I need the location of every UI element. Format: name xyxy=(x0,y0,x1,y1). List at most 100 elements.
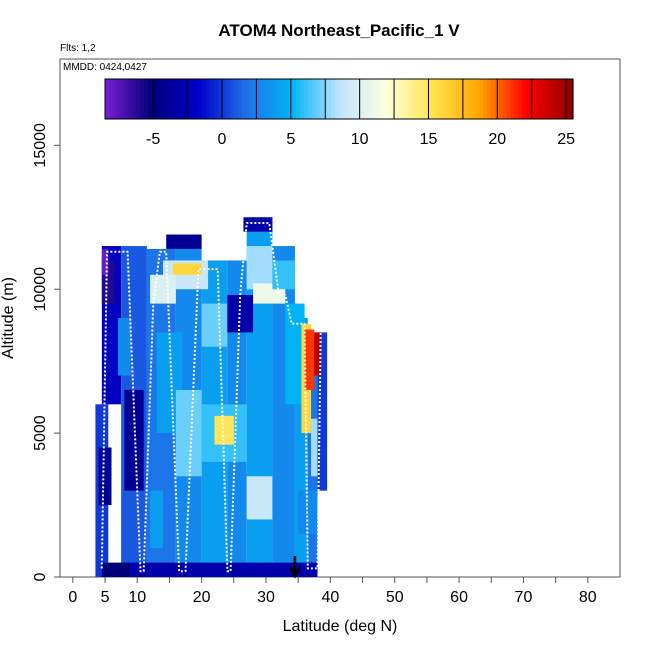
heatmap-cell xyxy=(201,303,228,347)
heatmap-cell xyxy=(304,329,315,390)
colorbar-segment xyxy=(186,79,192,119)
colorbar-segment xyxy=(198,79,204,119)
colorbar-segment xyxy=(436,79,441,119)
colorbar-segment xyxy=(417,79,422,119)
x-tick-label: 40 xyxy=(321,589,339,606)
x-axis-label: Latitude (deg N) xyxy=(283,618,398,635)
colorbar-segment xyxy=(541,79,547,119)
colorbar-segment xyxy=(124,79,129,119)
colorbar-segment xyxy=(190,79,196,119)
colorbar-segment xyxy=(222,79,227,119)
colorbar-segment xyxy=(405,79,410,119)
colorbar-segment xyxy=(257,79,262,119)
colorbar-segment xyxy=(249,79,254,119)
colorbar-border xyxy=(104,78,574,120)
heatmap-cell xyxy=(117,318,131,376)
x-tick-label: 10 xyxy=(128,589,146,606)
colorbar-segment xyxy=(463,79,469,119)
colorbar-segment xyxy=(175,79,180,119)
colorbar-segment xyxy=(471,79,477,119)
colorbar-segment xyxy=(179,79,184,119)
heatmap-cell xyxy=(246,246,273,290)
colorbar-segment xyxy=(366,79,371,119)
colorbar-segment xyxy=(245,79,250,119)
colorbar-segment xyxy=(467,79,473,119)
colorbar-segment xyxy=(530,79,535,119)
colorbar-segment xyxy=(183,79,188,119)
colorbar-segment xyxy=(522,79,527,119)
colorbar-segment xyxy=(545,79,551,119)
colorbar-tick-label: 0 xyxy=(218,131,227,148)
colorbar-segment xyxy=(159,79,165,119)
colorbar-tick-label: 15 xyxy=(420,131,438,148)
colorbar-segment xyxy=(218,79,223,119)
colorbar-segment xyxy=(147,79,153,119)
x-tick-label: 5 xyxy=(101,589,110,606)
heatmap-cell xyxy=(130,562,318,577)
colorbar-segment xyxy=(393,79,399,119)
x-tick-label: 20 xyxy=(193,589,211,606)
colorbar-segment xyxy=(327,79,332,119)
colorbar-segment xyxy=(292,79,297,119)
x-tick-label: 30 xyxy=(257,589,275,606)
colorbar-segment xyxy=(459,79,465,119)
colorbar-tick-label: -5 xyxy=(146,131,160,148)
colorbar-segment xyxy=(358,79,363,119)
colorbar-segment xyxy=(491,79,496,119)
colorbar-segment xyxy=(342,79,348,119)
colorbar-segment xyxy=(370,79,375,119)
colorbar-segment xyxy=(171,79,176,119)
colorbar-segment xyxy=(557,79,562,119)
flight-track xyxy=(100,222,322,573)
colorbar-segment xyxy=(346,79,352,119)
x-tick-label: 60 xyxy=(450,589,468,606)
colorbar-segment xyxy=(483,79,488,119)
colorbar-segment xyxy=(424,79,430,119)
colorbar-segment xyxy=(502,79,508,119)
heatmap-cell xyxy=(101,248,109,275)
colorbar-segment xyxy=(335,79,340,119)
colorbar-segment xyxy=(362,79,367,119)
colorbar-segment xyxy=(229,79,235,119)
colorbar-segment xyxy=(401,79,406,119)
colorbar-segment xyxy=(428,79,434,119)
colorbar-segment xyxy=(518,79,523,119)
colorbar-segment xyxy=(378,79,383,119)
colorbar-segment xyxy=(553,79,558,119)
flight-track-line xyxy=(100,222,322,573)
colorbar-segment xyxy=(132,79,137,119)
x-tick-label: 0 xyxy=(68,589,77,606)
colorbar-tick-label: 10 xyxy=(351,131,369,148)
y-axis: 0 5000 10000 15000 xyxy=(32,123,60,581)
colorbar-segment xyxy=(389,79,395,119)
colorbar-segment xyxy=(155,79,161,119)
colorbar-segment xyxy=(456,79,461,119)
colorbar-segment xyxy=(296,79,301,119)
colorbar-segment xyxy=(549,79,555,119)
colorbar-segment xyxy=(510,79,516,119)
colorbar-segment xyxy=(311,79,317,119)
colorbar-segment xyxy=(237,79,243,119)
colorbar-segment xyxy=(136,79,141,119)
heatmap-cell xyxy=(124,389,144,491)
heatmap-cell xyxy=(311,418,318,477)
colorbar-segment xyxy=(409,79,414,119)
colorbar-segment xyxy=(374,79,379,119)
colorbar-segment xyxy=(280,79,285,119)
colorbar-segment xyxy=(381,79,387,119)
heatmap-cell xyxy=(150,490,163,549)
colorbar-segment xyxy=(105,79,110,119)
x-tick-label: 50 xyxy=(386,589,404,606)
heatmap-cell xyxy=(98,447,112,506)
y-tick-label: 15000 xyxy=(32,123,49,168)
x-tick-label: 80 xyxy=(579,589,597,606)
latitude-marker-arrow xyxy=(288,556,302,579)
heatmap-cell xyxy=(285,303,305,405)
colorbar-segment xyxy=(397,79,402,119)
colorbar-segment xyxy=(315,79,321,119)
colorbar-segment xyxy=(565,79,570,119)
colorbar-segment xyxy=(475,79,480,119)
colorbar-tick-label: 5 xyxy=(286,131,295,148)
colorbar: -5 0 5 10 15 20 25 xyxy=(104,78,575,148)
